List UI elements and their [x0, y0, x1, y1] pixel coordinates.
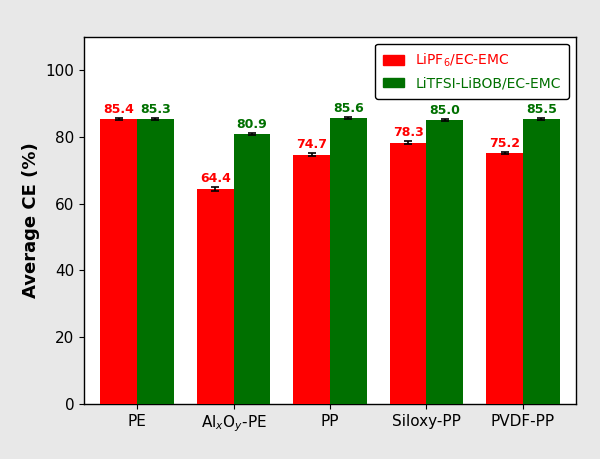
Text: 85.6: 85.6	[333, 102, 364, 115]
Text: 75.2: 75.2	[489, 137, 520, 150]
Text: 85.3: 85.3	[140, 103, 171, 116]
Legend: LiPF$_6$/EC-EMC, LiTFSI-LiBOB/EC-EMC: LiPF$_6$/EC-EMC, LiTFSI-LiBOB/EC-EMC	[375, 44, 569, 99]
Y-axis label: Average CE (%): Average CE (%)	[22, 142, 40, 298]
Bar	[197, 189, 233, 404]
Bar	[523, 118, 560, 404]
Text: 78.3: 78.3	[393, 126, 424, 139]
Bar	[486, 153, 523, 404]
Bar	[233, 134, 270, 404]
Bar	[330, 118, 367, 404]
Text: 85.0: 85.0	[430, 104, 460, 117]
Bar	[390, 143, 427, 404]
Text: 80.9: 80.9	[236, 118, 267, 130]
Bar	[427, 120, 463, 404]
Text: 85.4: 85.4	[103, 103, 134, 116]
Bar	[293, 155, 330, 404]
Text: 85.5: 85.5	[526, 102, 557, 116]
Bar	[137, 119, 174, 404]
Text: 74.7: 74.7	[296, 138, 327, 151]
Text: 64.4: 64.4	[200, 172, 230, 185]
Bar	[100, 119, 137, 404]
